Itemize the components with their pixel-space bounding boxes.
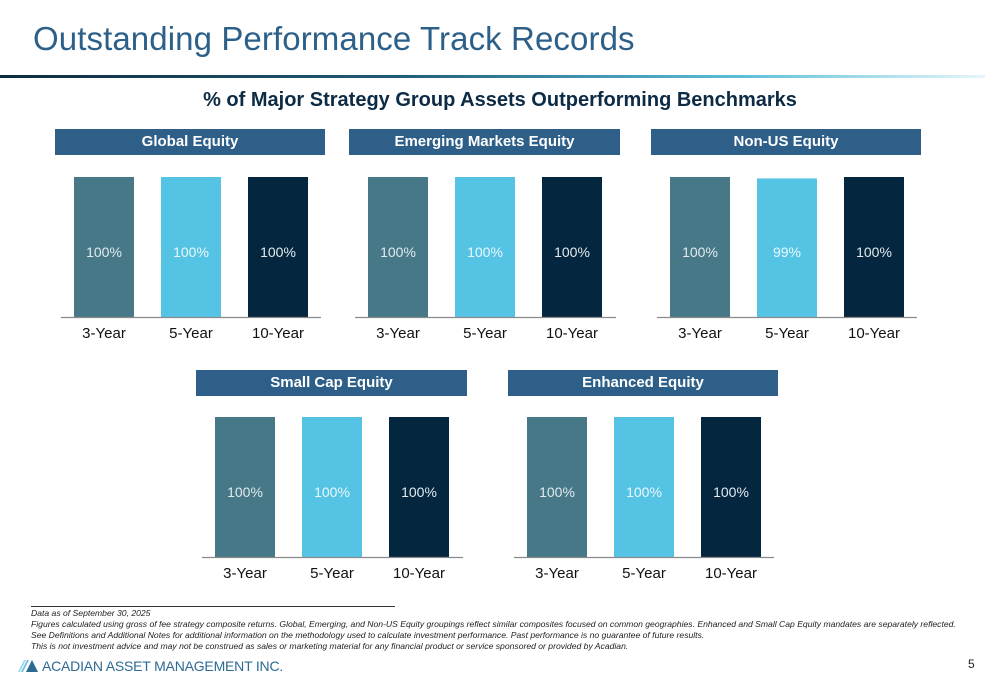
x-tick-label-3-year: 3-Year [535, 565, 579, 582]
company-logo: ACADIAN ASSET MANAGEMENT INC. [18, 658, 283, 674]
panel-header-non-us-equity: Non-US Equity [651, 129, 921, 155]
x-tick-label-3-year: 3-Year [223, 565, 267, 582]
page-title: Outstanding Performance Track Records [33, 20, 635, 57]
footnote-divider [31, 606, 395, 607]
chart-emerging-markets-equity: 100% 3-Year 100% 5-Year 100% 10-Year [355, 177, 616, 342]
acadian-logo-icon [18, 660, 38, 672]
bar-10-year [844, 177, 904, 317]
bar-3-year [215, 417, 275, 557]
bar-5-year [161, 177, 221, 317]
x-tick-label-10-year: 10-Year [393, 565, 445, 582]
chart-non-us-equity: 100% 3-Year 99% 5-Year 100% 10-Year [657, 177, 917, 342]
page-number: 5 [968, 657, 975, 671]
data-label-3-year: 100% [539, 484, 575, 500]
panel-header-enhanced-equity: Enhanced Equity [508, 370, 778, 396]
data-label-10-year: 100% [713, 484, 749, 500]
footnote-methodology: Figures calculated using gross of fee st… [31, 619, 956, 640]
data-label-5-year: 100% [173, 244, 209, 260]
bar-3-year [368, 177, 428, 317]
panel-header-global-equity: Global Equity [55, 129, 325, 155]
x-tick-label-3-year: 3-Year [376, 325, 420, 342]
bar-3-year [527, 417, 587, 557]
chart-subtitle: % of Major Strategy Group Assets Outperf… [203, 89, 797, 111]
data-label-3-year: 100% [86, 244, 122, 260]
x-tick-label-3-year: 3-Year [678, 325, 722, 342]
data-label-3-year: 100% [682, 244, 718, 260]
data-label-5-year: 99% [773, 244, 801, 260]
data-label-10-year: 100% [554, 244, 590, 260]
bar-10-year [542, 177, 602, 317]
x-tick-label-10-year: 10-Year [705, 565, 757, 582]
panel-header-emerging-markets-equity: Emerging Markets Equity [349, 129, 620, 155]
x-tick-label-5-year: 5-Year [622, 565, 666, 582]
x-tick-label-5-year: 5-Year [310, 565, 354, 582]
data-label-10-year: 100% [260, 244, 296, 260]
x-tick-label-10-year: 10-Year [252, 325, 304, 342]
data-label-10-year: 100% [401, 484, 437, 500]
chart-enhanced-equity: 100% 3-Year 100% 5-Year 100% 10-Year [514, 417, 774, 582]
bar-5-year [757, 178, 817, 317]
bar-10-year [389, 417, 449, 557]
footnote-disclaimer: This is not investment advice and may no… [31, 641, 629, 651]
chart-global-equity: 100% 3-Year 100% 5-Year 100% 10-Year [61, 177, 321, 342]
bar-10-year [248, 177, 308, 317]
data-label-3-year: 100% [227, 484, 263, 500]
x-tick-label-3-year: 3-Year [82, 325, 126, 342]
bar-5-year [302, 417, 362, 557]
bar-3-year [670, 177, 730, 317]
bar-5-year [614, 417, 674, 557]
footnote-date: Data as of September 30, 2025 [31, 608, 151, 618]
x-tick-label-5-year: 5-Year [765, 325, 809, 342]
panel-header-small-cap-equity: Small Cap Equity [196, 370, 467, 396]
data-label-5-year: 100% [314, 484, 350, 500]
title-divider [0, 75, 985, 78]
x-tick-label-5-year: 5-Year [463, 325, 507, 342]
data-label-3-year: 100% [380, 244, 416, 260]
bar-10-year [701, 417, 761, 557]
bar-3-year [74, 177, 134, 317]
bar-5-year [455, 177, 515, 317]
chart-small-cap-equity: 100% 3-Year 100% 5-Year 100% 10-Year [202, 417, 463, 582]
data-label-5-year: 100% [626, 484, 662, 500]
x-tick-label-10-year: 10-Year [546, 325, 598, 342]
footnotes: Data as of September 30, 2025 Figures ca… [31, 608, 971, 652]
x-tick-label-10-year: 10-Year [848, 325, 900, 342]
data-label-10-year: 100% [856, 244, 892, 260]
data-label-5-year: 100% [467, 244, 503, 260]
x-tick-label-5-year: 5-Year [169, 325, 213, 342]
logo-text: ACADIAN ASSET MANAGEMENT INC. [42, 658, 284, 674]
